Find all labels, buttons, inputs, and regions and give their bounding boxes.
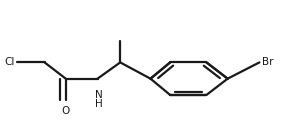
Text: Cl: Cl (5, 57, 15, 67)
Text: N: N (95, 90, 103, 100)
Text: H: H (95, 99, 103, 109)
Text: Br: Br (262, 57, 273, 67)
Text: O: O (62, 106, 70, 116)
